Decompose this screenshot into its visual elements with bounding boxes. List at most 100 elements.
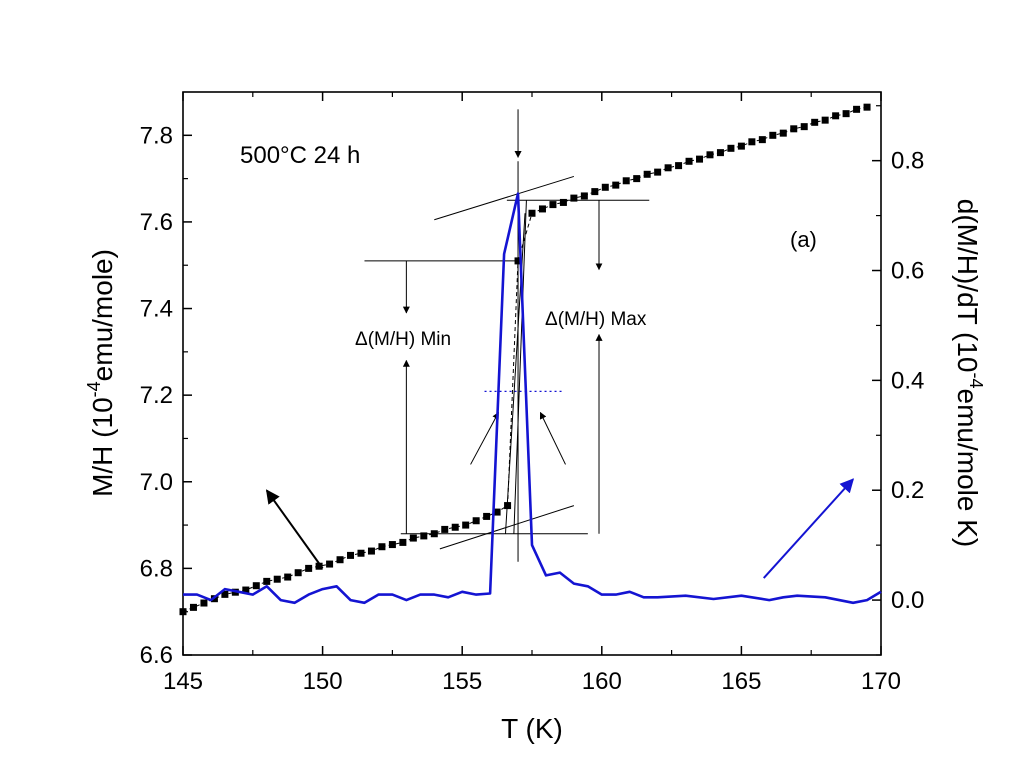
mh-data-point [462,521,470,529]
mh-data-point [601,183,609,191]
mh-data-point [716,149,724,157]
mh-data-point [800,123,808,131]
mh-data-point [315,562,323,570]
y-left-tick-label: 7.6 [140,209,173,236]
mh-data-point [832,112,840,120]
y-left-tick-label: 7.8 [140,122,173,149]
mh-data-point [420,532,428,540]
y-right-tick-label: 0.0 [891,587,924,614]
mh-data-point [696,155,704,163]
mh-data-point [821,116,829,124]
mh-data-point [549,201,557,209]
mh-data-point [580,192,588,200]
high-tangent-line [434,175,575,221]
x-tick-label: 155 [442,668,482,695]
y-left-tick-label: 6.8 [140,555,173,582]
y-left-tick-label: 7.2 [140,382,173,409]
mh-data-point [451,523,459,531]
mh-data-point [378,543,386,551]
diag-arrow-left [470,411,499,465]
x-tick-label: 145 [163,668,203,695]
panel-label: (a) [790,227,817,252]
y-axis-label-left: M/H (10-4emu/mole) [84,249,118,497]
mh-data-point [643,170,651,178]
mh-data-point [633,175,641,183]
y-right-tick-label: 0.2 [891,477,924,504]
mh-data-point [748,138,756,146]
mh-data-point [367,547,375,555]
y-label-right-main: d(M/H)/dT (10 [952,199,983,373]
mh-data-point [591,188,599,196]
mh-data-point [399,538,407,546]
mh-data-point [842,110,850,118]
mh-data-point [326,560,334,568]
delta-min-label: Δ(M/H) Min [355,329,451,350]
low-tangent-line [439,505,575,550]
mh-data-point [430,530,438,538]
mh-data-point [483,512,491,520]
mh-data-point [811,118,819,126]
right-axis-arrow [762,478,855,579]
mh-data-point [242,586,250,594]
mh-data-point [779,129,787,137]
y-left-tick-label: 7.0 [140,469,173,496]
mh-data-point [200,599,208,607]
x-tick-label: 150 [303,668,343,695]
left-axis-arrow [265,489,324,569]
y-right-tick-label: 0.8 [891,148,924,175]
y-left-tick-label: 6.6 [140,642,173,669]
mh-data-point [758,136,766,144]
mh-data-point [263,577,271,585]
mh-data-point [388,541,396,549]
mh-data-point [336,556,344,564]
mh-data-point [472,517,480,525]
x-tick-label: 160 [582,668,622,695]
mh-data-point [294,569,302,577]
mh-data-point [221,590,229,598]
mh-data-point [493,508,501,516]
x-tick-label: 165 [721,668,761,695]
y-label-right-exp: -4 [966,373,986,389]
sample-annotation: 500°C 24 h [240,142,360,169]
mh-data-point [863,103,871,111]
y-axis-label-right: d(M/H)/dT (10-4emu/mole K) [952,199,986,547]
mh-data-point [409,534,417,542]
mh-data-point [357,549,365,557]
series-layer [179,103,882,616]
mh-data-point [664,164,672,172]
mh-data-point [853,105,861,113]
mh-data-point [570,194,578,202]
y-label-right-unit: emu/mole K) [952,389,983,548]
plot-frame [182,91,882,656]
mh-data-point [189,603,197,611]
x-axis-label: T (K) [501,713,563,744]
mh-data-point [727,144,735,152]
mh-data-point [528,209,536,217]
y-label-left-exp: -4 [84,381,104,397]
mh-data-point [790,125,798,133]
y-left-tick-label: 7.4 [140,296,173,323]
mh-data-point [252,582,260,590]
mh-data-point [559,198,567,206]
mh-data-point [441,525,449,533]
mh-data-point [654,168,662,176]
guide-layer [265,109,855,579]
mh-data-point [685,157,693,165]
y-label-left-main: M/H (10 [87,397,118,497]
x-tick-label: 170 [861,668,901,695]
tick-layer: 145 150 155 160 165 170 6.6 6.8 7.0 7.2 7.4 7.6 7.8 0… [140,92,924,695]
y-label-left-unit: emu/mole) [87,249,118,381]
derivative-series-line [183,192,882,605]
delta-max-label: Δ(M/H) Max [545,309,647,330]
mh-data-point [737,142,745,150]
mh-data-point [769,131,777,139]
mh-data-point [347,551,355,559]
mh-data-point [273,575,281,583]
mh-data-point [504,502,512,510]
mh-data-point [284,573,292,581]
y-right-tick-label: 0.6 [891,258,924,285]
mh-data-point [514,257,522,265]
steep-line-2 [513,200,527,534]
mh-data-point [622,177,630,185]
